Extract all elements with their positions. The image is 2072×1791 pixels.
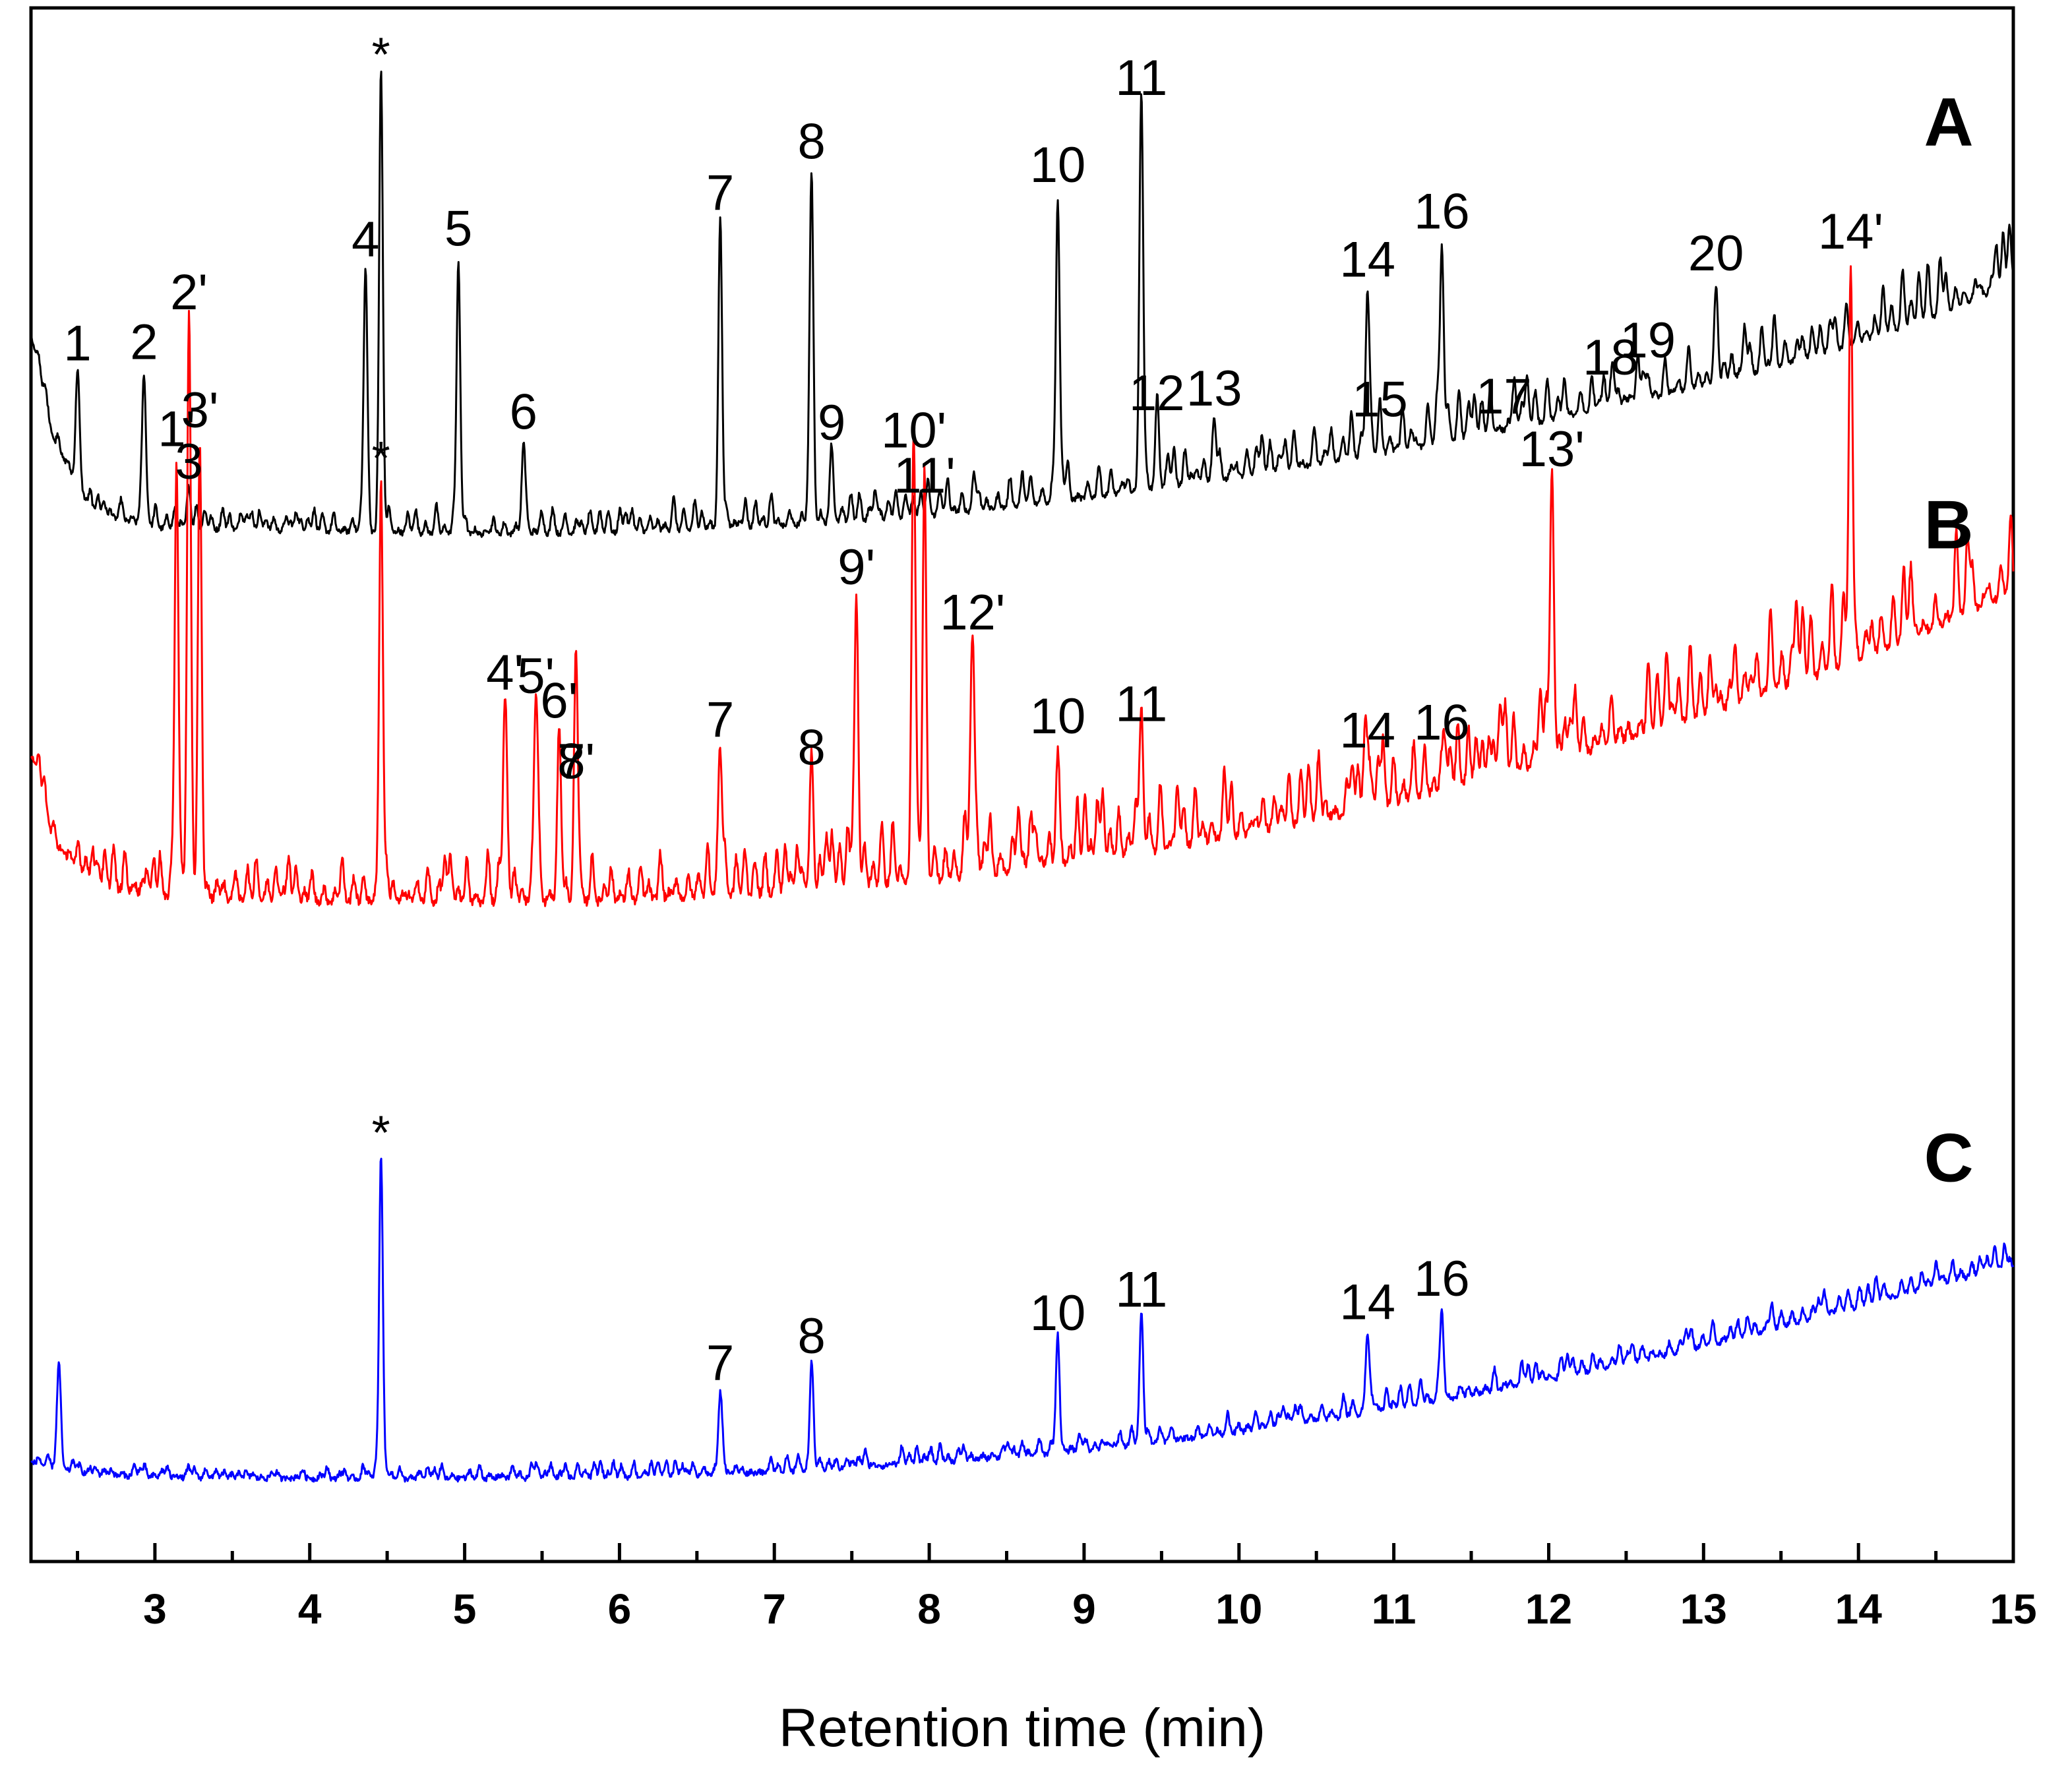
peak-label-a-8: 8 [797,113,825,169]
peak-label-b-4: 4' [486,645,524,701]
x-tick-label-5: 5 [453,1585,477,1633]
peak-label-a-20: 20 [1688,226,1744,282]
peak-label-b-3: * [372,433,390,485]
peak-label-a-10: 10 [1030,137,1086,193]
peak-label-a-19: 19 [1620,313,1676,369]
peak-label-b-8: 8' [557,734,595,790]
trace-c [30,1157,2015,1483]
x-tick-label-4: 4 [298,1585,322,1633]
peak-label-b-2: 3' [181,382,219,439]
peak-label-a-3: 4 [351,212,379,268]
x-axis-title: Retention time (min) [779,1698,1265,1758]
peak-label-c-1: * [372,1107,390,1160]
peak-label-c-7: 16 [1414,1251,1470,1307]
trace-b [30,265,2015,907]
peak-label-a-12: 12 [1129,365,1185,421]
peak-label-c-2: 7 [706,1335,734,1391]
x-tick-label-10: 10 [1215,1585,1262,1633]
x-tick-label-14: 14 [1835,1585,1883,1633]
peak-label-b-14: 12' [940,584,1005,640]
peak-label-b-5: 5' [517,648,555,704]
x-tick-label-13: 13 [1680,1585,1727,1633]
peak-label-b-6: 6' [540,673,578,729]
x-tick-label-6: 6 [608,1585,632,1633]
peak-label-b-12: 10' [881,403,946,459]
peak-label-a-17: 17 [1476,369,1532,425]
peak-label-b-17: 14 [1339,702,1395,758]
trace-a [30,71,2015,538]
peak-label-a-16: 16 [1414,184,1470,240]
peak-label-a-15: 15 [1352,372,1408,428]
peak-label-a-18: 18 [1583,330,1639,386]
peak-label-b-13: 11' [894,448,955,504]
peak-label-a-7: 7 [706,165,734,221]
x-tick-label-7: 7 [762,1585,786,1633]
peak-label-c-3: 8 [797,1308,825,1364]
peak-label-b-1: 2' [170,264,208,320]
peak-label-a-5: 5 [444,200,472,257]
peak-label-c-6: 14 [1339,1274,1395,1330]
panel-label-a: A [1924,84,1973,161]
peak-label-a-1: 2 [130,314,158,370]
x-tick-label-15: 15 [1990,1585,2036,1633]
peak-label-a-0: 1 [63,316,91,372]
peak-label-b-7: 7' [557,734,595,790]
peak-label-a-9: 9 [818,395,845,451]
peak-label-a-6: 6 [510,384,537,440]
peak-label-a-14: 14 [1339,232,1395,288]
plot-frame [29,6,2015,1563]
x-tick-label-12: 12 [1525,1585,1572,1633]
x-tick-label-3: 3 [143,1585,167,1633]
peak-label-a-11: 11 [1115,50,1167,106]
panel-label-c: C [1924,1120,1973,1197]
peak-label-b-19: 13' [1519,421,1585,477]
peak-label-b-16: 11 [1115,676,1167,732]
peak-label-a-2: 3 [175,434,202,490]
peak-label-b-11: 9' [838,539,875,595]
peak-label-b-20: 14' [1818,204,1883,260]
peak-label-b-10: 8 [797,719,825,775]
x-tick-label-8: 8 [917,1585,941,1633]
peak-label-a-4: * [372,29,390,82]
peak-label-c-4: 10 [1030,1285,1086,1341]
x-tick-label-11: 11 [1372,1585,1417,1633]
peak-label-c-5: 11 [1115,1262,1167,1318]
peak-label-b-18: 16 [1414,695,1470,751]
x-tick-label-9: 9 [1072,1585,1096,1633]
peak-label-b-9: 7 [706,692,734,748]
peak-label-b-0: 1' [158,401,195,457]
peak-label-b-15: 10 [1030,688,1086,744]
peak-label-a-13: 13 [1186,361,1242,417]
panel-label-b: B [1924,487,1973,564]
